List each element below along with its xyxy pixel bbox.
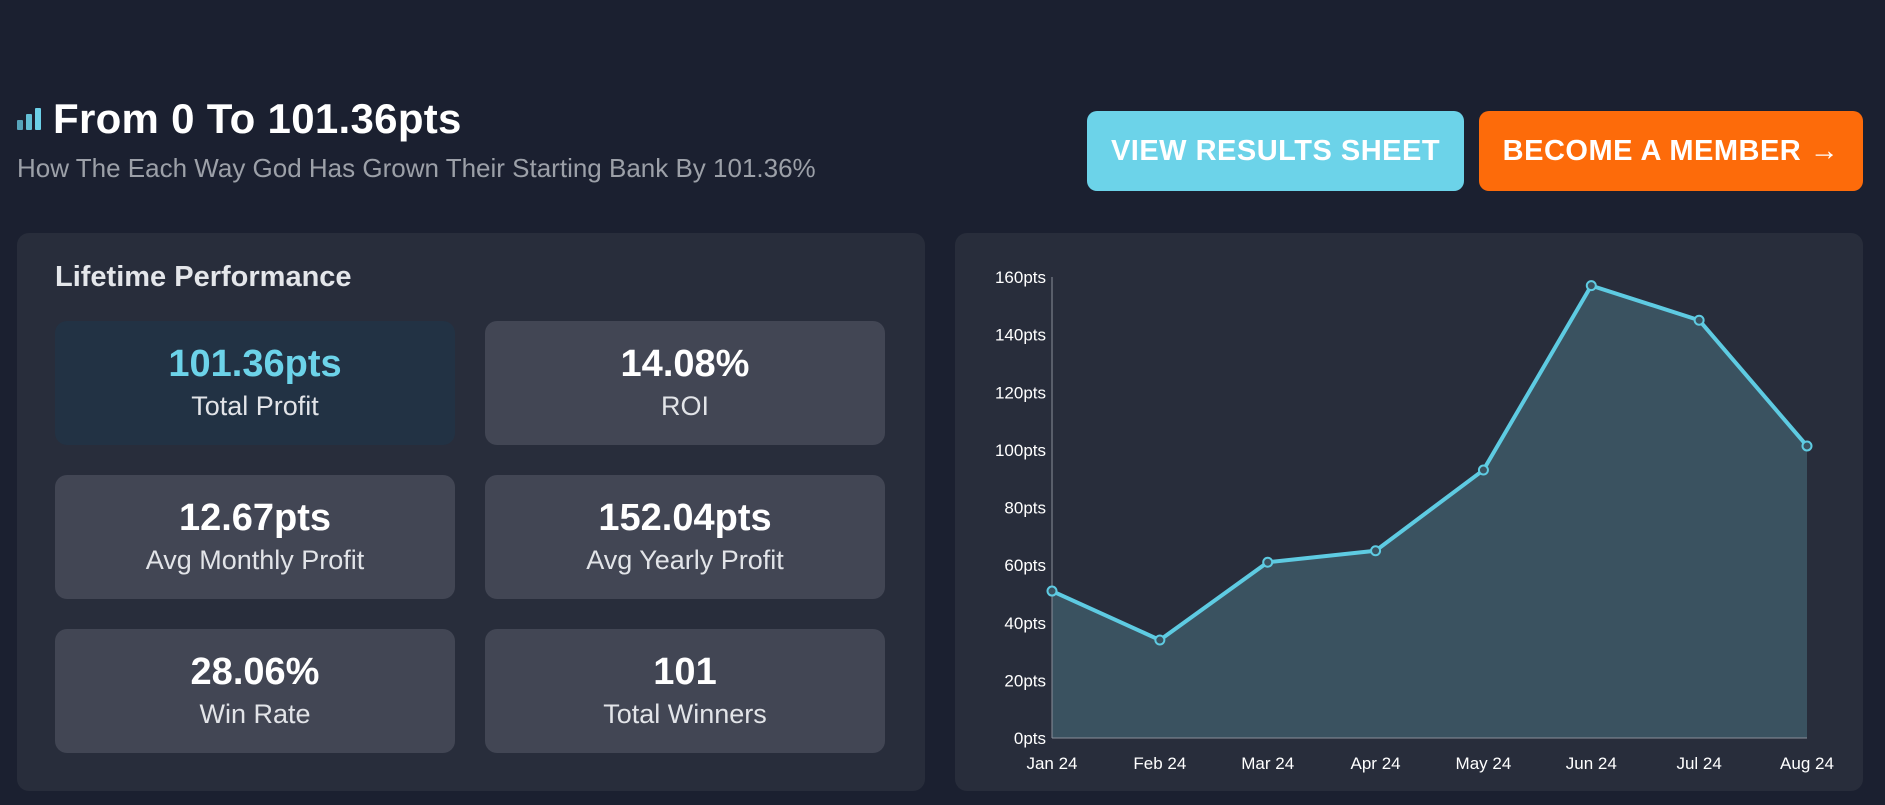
y-tick-label: 100pts <box>995 441 1046 460</box>
stat-label: Avg Monthly Profit <box>145 545 365 576</box>
stat-value: 14.08% <box>620 342 750 385</box>
data-point <box>1046 585 1058 597</box>
x-tick-label: Apr 24 <box>1351 754 1401 773</box>
data-point <box>1154 634 1166 646</box>
stat-value: 101 <box>653 650 717 693</box>
stat-card-avg-yearly-profit: 152.04pts Avg Yearly Profit <box>485 475 885 599</box>
panel-title: Lifetime Performance <box>55 261 352 293</box>
view-results-sheet-button[interactable]: VIEW RESULTS SHEET <box>1087 111 1464 191</box>
y-tick-label: 60pts <box>1004 556 1046 575</box>
data-point <box>1370 545 1382 557</box>
stat-card-avg-monthly-profit: 12.67pts Avg Monthly Profit <box>55 475 455 599</box>
y-tick-label: 160pts <box>995 268 1046 287</box>
become-a-member-button[interactable]: BECOME A MEMBER → <box>1479 111 1863 191</box>
stat-label: ROI <box>660 391 709 422</box>
page-subtitle: How The Each Way God Has Grown Their Sta… <box>17 153 816 183</box>
x-tick-label: Jul 24 <box>1676 754 1721 773</box>
y-tick-label: 0pts <box>1014 729 1046 748</box>
y-tick-label: 20pts <box>1004 671 1046 690</box>
data-point <box>1585 280 1597 292</box>
stat-label: Win Rate <box>199 699 311 730</box>
x-tick-label: Jan 24 <box>1026 754 1077 773</box>
x-tick-label: Aug 24 <box>1780 754 1834 773</box>
stat-card-total-winners: 101 Total Winners <box>485 629 885 753</box>
stat-card-total-profit: 101.36pts Total Profit <box>55 321 455 445</box>
stat-label: Total Profit <box>191 391 319 422</box>
page-title: From 0 To 101.36pts <box>53 95 462 142</box>
x-tick-label: Mar 24 <box>1241 754 1294 773</box>
stat-value: 28.06% <box>190 650 320 693</box>
y-tick-label: 80pts <box>1004 499 1046 518</box>
stat-value: 101.36pts <box>168 342 342 385</box>
y-tick-label: 140pts <box>995 326 1046 345</box>
profit-chart-panel: 0pts 20pts 40pts 60pts 80pts 100pts 120pts 140p… <box>955 233 1863 791</box>
bar-chart-icon <box>17 108 41 130</box>
stat-label: Avg Yearly Profit <box>586 545 784 576</box>
x-tick-label: Jun 24 <box>1566 754 1617 773</box>
x-tick-label: May 24 <box>1456 754 1512 773</box>
y-tick-label: 40pts <box>1004 614 1046 633</box>
x-tick-label: Feb 24 <box>1133 754 1186 773</box>
stat-label: Total Winners <box>603 699 767 730</box>
data-point <box>1801 440 1813 452</box>
stat-card-roi: 14.08% ROI <box>485 321 885 445</box>
data-point <box>1477 464 1489 476</box>
data-point <box>1693 314 1705 326</box>
data-point <box>1262 556 1274 568</box>
lifetime-performance-panel: Lifetime Performance 101.36pts Total Pro… <box>17 233 925 791</box>
series-line <box>1050 283 1809 643</box>
stat-value: 152.04pts <box>598 496 772 539</box>
y-tick-label: 120pts <box>995 383 1046 402</box>
stats-grid: 101.36pts Total Profit 14.08% ROI 12.67p… <box>55 321 885 753</box>
stat-card-win-rate: 28.06% Win Rate <box>55 629 455 753</box>
stat-value: 12.67pts <box>178 496 332 539</box>
title-row: From 0 To 101.36pts <box>17 95 816 143</box>
header: From 0 To 101.36pts How The Each Way God… <box>17 95 816 184</box>
profit-line-chart: 0pts 20pts 40pts 60pts 80pts 100pts 120pts 140p… <box>995 268 1834 773</box>
